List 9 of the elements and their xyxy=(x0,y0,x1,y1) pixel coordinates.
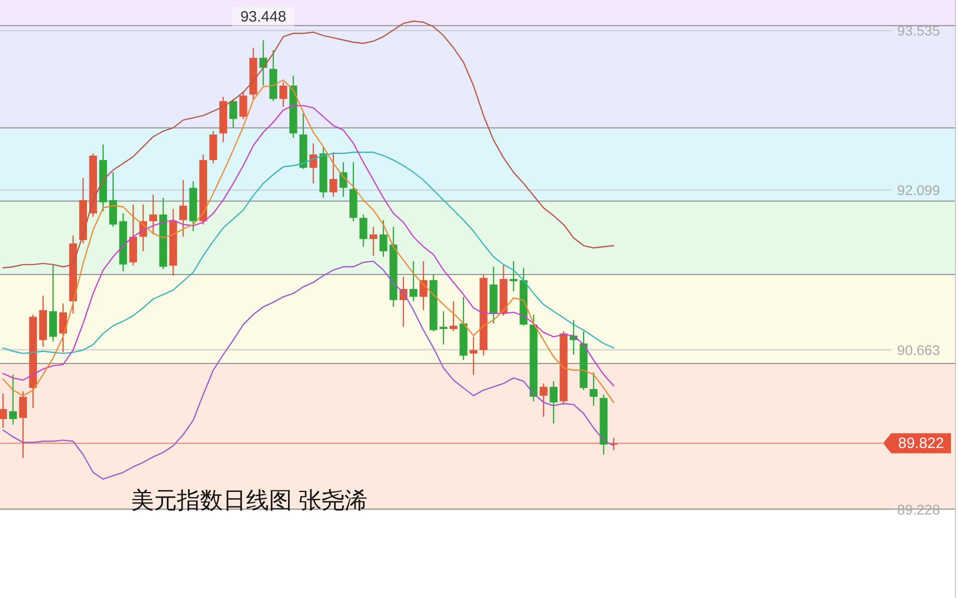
title: 美元指数日线图 张尧浠 xyxy=(131,487,368,513)
annotation: 93.448 xyxy=(240,8,286,26)
y-tick-label: 93.535 xyxy=(897,22,940,39)
ref-line-label: 89.822 xyxy=(898,434,944,452)
line-series xyxy=(2,152,614,354)
y-tick-label: 92.099 xyxy=(897,182,940,198)
annotation: 93.448 xyxy=(232,7,294,28)
line-series xyxy=(2,20,614,268)
y-tick-label: 90.663 xyxy=(897,342,940,358)
